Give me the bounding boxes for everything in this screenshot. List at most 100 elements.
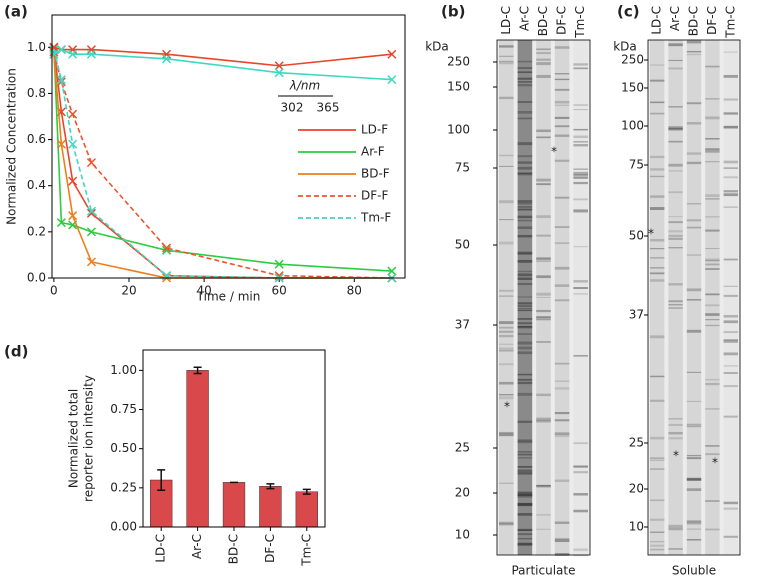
gel-band [668,423,683,426]
gel-band [705,258,720,261]
gel-band [723,160,738,164]
gel-band [573,168,588,170]
gel-band [536,48,551,51]
gel-band [723,315,738,318]
gel-band [686,488,702,491]
gel-band [554,419,570,422]
marker [387,266,397,276]
gel-lane [650,40,665,555]
gel-band [705,500,720,502]
x-tick-label: BD-C [227,534,241,564]
gel-band [536,292,551,296]
gel-band [705,268,720,270]
gel-band [536,316,551,319]
gel-band [723,507,738,510]
marker [56,218,66,228]
gel-band [668,163,683,167]
lane-label: DF-C [555,6,569,35]
legend-label: BD-F [361,167,390,181]
gel-band [668,300,683,302]
series-line [53,46,392,67]
gel-lane [499,40,514,555]
gel-band [517,322,533,325]
gel-band [554,284,570,287]
gel-band [723,126,738,128]
gel-band [517,101,533,103]
gel-band [705,161,720,163]
gel-band [554,78,570,81]
lane-label: BD-C [687,6,701,36]
gel-band [650,112,665,115]
gel-band [554,380,570,382]
gel-lane [554,40,570,555]
gel-band [668,126,683,130]
gel-band [517,441,533,444]
asterisk: * [673,449,679,463]
y-tick-label: 150 [621,81,644,95]
gel-band [686,423,702,426]
gel-band [723,51,738,53]
gel-band [723,190,738,193]
gel-band [517,200,533,203]
gel-band [705,408,720,410]
y-tick-label: 10 [629,520,644,534]
gel-band [517,202,533,205]
gel-band [668,527,683,531]
legend-column: 365 [317,101,340,115]
gel-band [668,237,683,240]
gel-band [517,161,533,164]
gel-band [723,372,738,374]
gel-band [668,230,683,233]
gel-lane [705,40,720,555]
gel-band [723,294,738,297]
gel-band [686,53,702,56]
gel-band [517,373,533,376]
gel-band [650,459,665,461]
gel-band [650,248,665,250]
gel-band [517,504,533,507]
gel-band [686,226,702,229]
gel-band [536,183,551,186]
gel-band [536,136,551,139]
gel-band [650,531,665,533]
gel-band [705,293,720,296]
gel-band [723,331,738,333]
y-axis-label: Normalized total [67,389,81,488]
y-tick-label: 0.4 [27,178,46,192]
plot-frame [51,14,406,279]
gel-band [499,165,514,167]
gel-band [517,392,533,396]
gel-band [686,254,702,256]
gel-band [705,304,720,307]
gel-band [554,116,570,119]
x-tick-label: LD-C [154,534,168,563]
gel-band [554,100,570,104]
gel-band [723,176,738,179]
lane-label: DF-C [705,6,719,35]
gel-band [668,437,683,440]
gel-band [517,381,533,385]
gel-lane [573,40,588,555]
gel-band [650,175,665,178]
gel-band [499,522,514,526]
gel-band [650,79,665,82]
gel-band [686,51,702,53]
y-tick-label: 25 [629,436,644,450]
gel-band [573,63,588,66]
gel-band [517,542,533,546]
gel-band [499,55,514,57]
gel-band [517,451,533,453]
gel-band [517,252,533,255]
gel-frame [647,39,741,556]
gel-lane [517,40,533,555]
marker [274,68,284,78]
gel-band [517,346,533,350]
y-tick-label: 100 [447,123,470,137]
gel-band [668,127,683,131]
gel-band [723,535,738,538]
gel-lane [668,40,683,555]
gel-band [554,46,570,49]
gel-band [554,196,570,199]
y-tick-label: 75 [455,161,470,175]
